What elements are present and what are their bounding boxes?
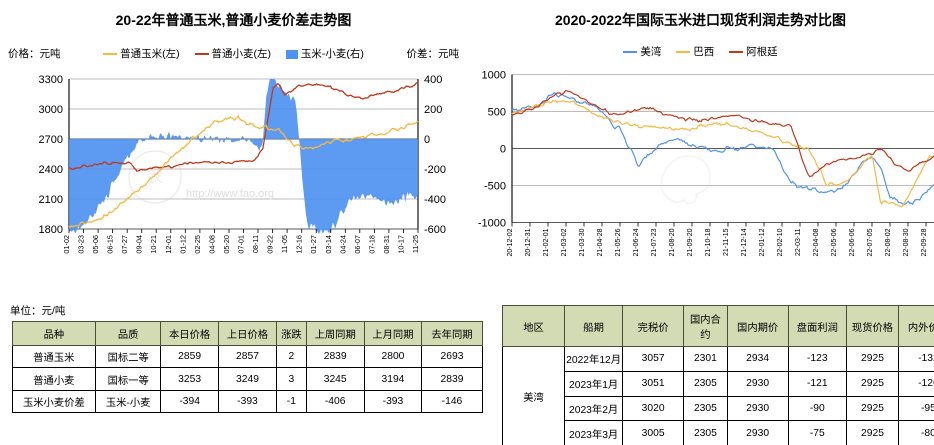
svg-text:-200: -200 [424, 164, 446, 176]
svg-text:22-08-02: 22-08-02 [885, 228, 892, 256]
svg-text:22-04-08: 22-04-08 [813, 228, 820, 256]
svg-text:07-27: 07-27 [120, 235, 129, 254]
svg-text:21-11-15: 21-11-15 [723, 228, 730, 256]
svg-text:10-21: 10-21 [149, 235, 158, 254]
svg-text:21-12-14: 21-12-14 [741, 228, 748, 256]
svg-text:-600: -600 [424, 224, 446, 236]
svg-text:21-08-20: 21-08-20 [669, 228, 676, 256]
svg-text:21-06-24: 21-06-24 [633, 228, 640, 256]
svg-text:21-09-20: 21-09-20 [687, 228, 694, 256]
svg-text:03-14: 03-14 [324, 235, 333, 254]
svg-text:04-24: 04-24 [338, 235, 347, 254]
svg-text:21-02-01: 21-02-01 [543, 228, 550, 256]
svg-text:08-11: 08-11 [251, 235, 260, 253]
svg-text:20-12-02: 20-12-02 [507, 228, 514, 256]
svg-text:05-20: 05-20 [222, 235, 231, 254]
svg-text:22-03-11: 22-03-11 [795, 228, 802, 256]
svg-text:22-01-12: 22-01-12 [759, 228, 766, 256]
svg-text:11-05: 11-05 [280, 235, 289, 253]
svg-text:2700: 2700 [39, 134, 63, 146]
svg-text:09-22: 09-22 [266, 235, 275, 254]
svg-text:07-01: 07-01 [237, 235, 246, 254]
svg-text:01-12: 01-12 [178, 235, 187, 254]
svg-text:21-07-23: 21-07-23 [651, 228, 658, 256]
svg-text:09-04: 09-04 [135, 235, 144, 254]
svg-text:0: 0 [424, 134, 430, 146]
svg-text:200: 200 [424, 104, 442, 116]
svg-text:06-07: 06-07 [353, 235, 362, 254]
svg-text:04-08: 04-08 [207, 235, 216, 254]
svg-text:20-12-31: 20-12-31 [525, 228, 532, 256]
svg-text:11-25: 11-25 [411, 235, 420, 253]
svg-text:21-05-26: 21-05-26 [615, 228, 622, 256]
svg-text:21-04-28: 21-04-28 [597, 228, 604, 256]
svg-text:http://www.fao.org: http://www.fao.org [186, 188, 274, 200]
svg-text:22-05-06: 22-05-06 [831, 228, 838, 256]
svg-text:农: 农 [147, 168, 163, 186]
svg-text:21-03-30: 21-03-30 [579, 228, 586, 256]
svg-text:22-02-10: 22-02-10 [777, 228, 784, 256]
svg-text:2400: 2400 [39, 164, 63, 176]
svg-text:07-18: 07-18 [367, 235, 376, 254]
svg-text:12-16: 12-16 [295, 235, 304, 254]
svg-text:21-10-18: 21-10-18 [705, 228, 712, 256]
svg-text:400: 400 [424, 74, 442, 86]
svg-text:06-15: 06-15 [106, 235, 115, 254]
svg-text:-500: -500 [484, 181, 506, 193]
svg-text:0: 0 [500, 144, 506, 156]
svg-text:08-31: 08-31 [382, 235, 391, 254]
svg-text:-400: -400 [424, 194, 446, 206]
svg-text:22-06-06: 22-06-06 [849, 228, 856, 256]
svg-text:22-08-30: 22-08-30 [903, 228, 910, 256]
svg-text:01-02: 01-02 [62, 235, 71, 254]
svg-text:03-23: 03-23 [77, 235, 86, 254]
svg-text:500: 500 [488, 107, 506, 119]
svg-text:02-25: 02-25 [193, 235, 202, 254]
svg-text:2100: 2100 [39, 194, 63, 206]
svg-text:1800: 1800 [39, 224, 63, 236]
svg-text:3300: 3300 [39, 74, 63, 86]
svg-text:10-17: 10-17 [397, 235, 406, 254]
svg-text:21-03-02: 21-03-02 [561, 228, 568, 256]
svg-text:3000: 3000 [39, 104, 63, 116]
svg-text:05-06: 05-06 [91, 235, 100, 254]
svg-text:01-27: 01-27 [309, 235, 318, 254]
svg-text:1000: 1000 [482, 70, 506, 82]
svg-text:12-01: 12-01 [164, 235, 173, 254]
svg-text:22-09-28: 22-09-28 [921, 228, 928, 256]
svg-text:-1000: -1000 [478, 218, 506, 230]
svg-text:22-07-05: 22-07-05 [867, 228, 874, 256]
